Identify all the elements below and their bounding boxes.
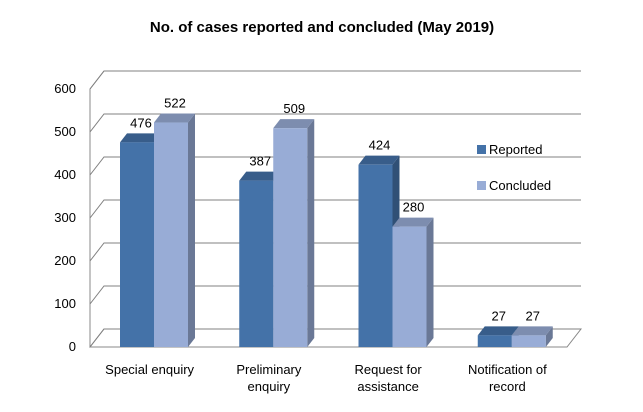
bars: 476 522 387 509 424 280 27 27	[120, 96, 553, 347]
bar-top	[120, 133, 161, 143]
bar-side	[545, 326, 553, 347]
x-tick-label: Special enquiry	[105, 362, 194, 377]
bar-top	[154, 113, 195, 123]
data-label: 27	[492, 308, 506, 323]
data-label: 509	[283, 101, 305, 116]
data-label: 424	[369, 138, 391, 153]
bar-front	[273, 128, 308, 347]
x-tick-label: Preliminary	[236, 362, 302, 377]
bar-side	[426, 217, 434, 347]
x-tick-label: Notification of	[468, 362, 547, 377]
legend-swatch-reported	[477, 145, 486, 154]
bar-top	[392, 217, 434, 227]
y-tick-label: 300	[54, 210, 76, 225]
data-label: 27	[526, 308, 540, 323]
bar-side	[188, 113, 195, 347]
bar-concluded-1	[273, 119, 315, 347]
legend-label-concluded: Concluded	[489, 178, 551, 193]
legend-swatch-concluded	[477, 181, 486, 190]
gridline	[89, 156, 581, 176]
data-label: 476	[130, 115, 152, 130]
bar-side	[307, 119, 315, 347]
bar-top	[477, 326, 519, 336]
bar-concluded-0	[154, 113, 195, 347]
legend: Reported Concluded	[477, 142, 551, 193]
bar-front	[239, 180, 274, 347]
bar-concluded-3	[511, 326, 553, 347]
bar-front	[120, 142, 154, 347]
y-tick-label: 600	[54, 81, 76, 96]
gridline	[89, 113, 581, 133]
bar-front	[154, 122, 188, 347]
bar-front	[392, 226, 427, 347]
x-tick-label: record	[489, 379, 526, 394]
y-axis: 0 100 200 300 400 500 600	[54, 81, 76, 354]
x-tick-label: enquiry	[248, 379, 291, 394]
x-tick-label: assistance	[357, 379, 418, 394]
legend-label-reported: Reported	[489, 142, 542, 157]
y-tick-label: 400	[54, 167, 76, 182]
x-tick-label: Request for	[355, 362, 423, 377]
y-tick-label: 0	[69, 339, 76, 354]
bar-top	[239, 171, 281, 181]
bar-front	[477, 335, 512, 347]
chart-title: No. of cases reported and concluded (May…	[150, 19, 494, 36]
bar-front	[358, 164, 393, 347]
bar-top	[511, 326, 553, 336]
data-label: 280	[403, 200, 425, 215]
data-label: 522	[164, 96, 186, 111]
bar-top	[273, 119, 315, 129]
gridline	[89, 70, 581, 90]
x-axis: Special enquiry Preliminary enquiry Request…	[105, 362, 547, 394]
y-tick-label: 500	[54, 124, 76, 139]
gridline	[89, 199, 581, 219]
y-tick-label: 100	[54, 296, 76, 311]
gridlines	[89, 70, 581, 348]
bar-concluded-2	[392, 217, 434, 347]
bar-front	[511, 335, 546, 347]
bar-top	[358, 155, 400, 165]
data-label: 387	[249, 154, 271, 169]
y-tick-label: 200	[54, 253, 76, 268]
